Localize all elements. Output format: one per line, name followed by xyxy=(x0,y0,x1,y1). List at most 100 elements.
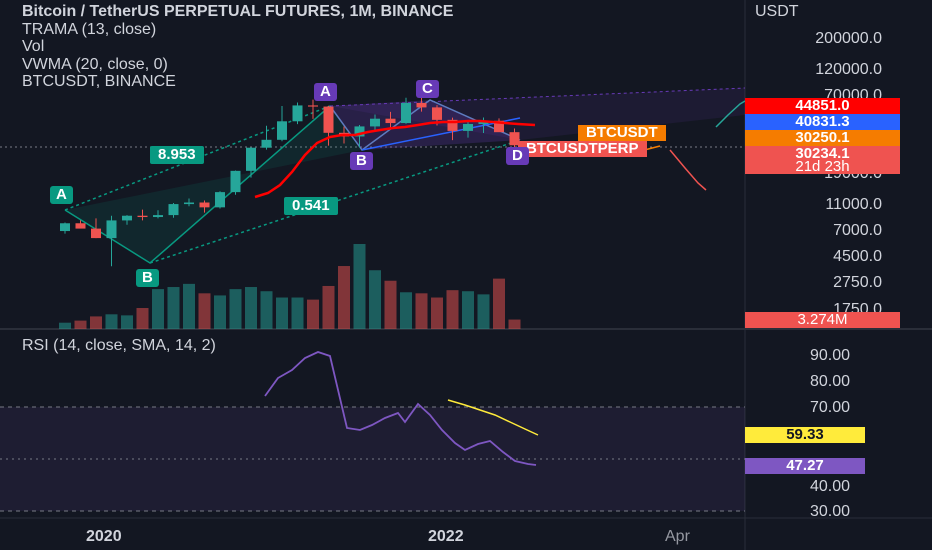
volume-bar xyxy=(276,297,288,329)
trama-line xyxy=(254,119,536,199)
price-tick: 120000.0 xyxy=(815,61,882,78)
volume-bar xyxy=(446,290,459,329)
candle-body xyxy=(401,102,411,124)
volume-bar xyxy=(462,291,474,329)
candle-body xyxy=(75,223,86,229)
price-tick: 4500.0 xyxy=(833,248,882,265)
candle-body xyxy=(184,202,194,205)
volume-bar xyxy=(508,319,521,329)
rsi-tick: 30.00 xyxy=(809,503,850,520)
candle-body xyxy=(277,121,287,140)
compare-symbol[interactable]: BTCUSDT, BINANCE xyxy=(22,73,176,90)
candle-body xyxy=(91,228,101,239)
volume-bar xyxy=(245,287,257,329)
candle-body xyxy=(447,119,458,131)
rsi-tick: 90.00 xyxy=(809,347,850,364)
candle-body xyxy=(432,107,442,120)
candle-series[interactable] xyxy=(60,95,520,267)
candle-body xyxy=(463,124,473,131)
price-tick: 7000.0 xyxy=(833,222,882,239)
volume-bar xyxy=(322,285,335,329)
volume-bar xyxy=(369,270,381,329)
volume-bar xyxy=(74,320,87,329)
volume-bar xyxy=(198,293,211,329)
candle-body xyxy=(106,220,117,239)
chart-legend: Bitcoin / TetherUS PERPETUAL FUTURES, 1M… xyxy=(22,3,742,91)
volume-bar xyxy=(353,244,366,329)
volume-bar xyxy=(493,278,505,329)
vwma-price-tag: 40831.3 xyxy=(745,114,900,130)
volume-bar xyxy=(431,297,443,329)
time-tick-apr: Apr xyxy=(665,528,690,545)
candle-body xyxy=(153,215,163,218)
pattern-xab-fill xyxy=(65,106,362,263)
trama-price-tag: 44851.0 xyxy=(745,98,900,114)
candle-body xyxy=(354,126,365,137)
candle-body xyxy=(416,102,427,108)
rsi-legend[interactable]: RSI (14, close, SMA, 14, 2) xyxy=(22,337,216,354)
candle-body xyxy=(385,118,396,124)
bar-countdown: 21d 23h xyxy=(745,159,900,174)
candle-body xyxy=(215,192,225,208)
volume-bar xyxy=(307,299,319,329)
volume-series xyxy=(59,244,521,329)
candle-body xyxy=(261,139,272,148)
price-tick: 200000.0 xyxy=(815,30,882,47)
pattern-point-a[interactable]: A xyxy=(314,83,337,101)
pattern-point-x[interactable]: A xyxy=(50,186,73,204)
symbol-title[interactable]: Bitcoin / TetherUS PERPETUAL FUTURES, 1M… xyxy=(22,3,454,20)
projection-teal-line xyxy=(715,100,746,128)
candle-body xyxy=(122,215,132,221)
candle-body xyxy=(137,215,148,218)
rsi-line xyxy=(264,351,537,466)
volume-bar xyxy=(214,295,226,329)
pattern-bcd-fill xyxy=(362,100,520,150)
rsi-tick: 40.00 xyxy=(809,478,850,495)
volume-bar xyxy=(121,315,133,329)
candle-body xyxy=(292,105,303,122)
volume-bar xyxy=(90,316,102,329)
volume-bar xyxy=(167,287,180,329)
candle-body xyxy=(323,106,334,133)
volume-bar xyxy=(477,294,490,329)
volume-bar xyxy=(183,283,195,329)
candle-body xyxy=(168,204,179,216)
volume-bar xyxy=(338,266,350,329)
volume-bar xyxy=(415,293,428,329)
rsi-sma-tag: 59.33 xyxy=(745,427,865,443)
indicator-volume[interactable]: Vol xyxy=(22,38,45,55)
pattern-point-b[interactable]: B xyxy=(350,152,373,170)
rsi-tick: 70.00 xyxy=(809,399,850,416)
candle-body xyxy=(246,147,256,171)
volume-bar xyxy=(152,289,164,329)
rsi-sma-line xyxy=(447,399,539,436)
volume-bar xyxy=(59,322,71,329)
volume-bar xyxy=(105,314,118,329)
projection-fill xyxy=(330,88,745,140)
rsi-value-tag: 47.27 xyxy=(745,458,865,474)
candle-body xyxy=(370,118,380,127)
last-price-tag: 30234.1 xyxy=(745,146,900,162)
ratio-abc[interactable]: 0.541 xyxy=(284,197,338,215)
volume-bar xyxy=(229,289,242,329)
ratio-xab[interactable]: 8.953 xyxy=(150,146,204,164)
candle-body xyxy=(230,170,241,193)
btcusdt-price-tag: 30250.1 xyxy=(745,130,900,146)
candle-body xyxy=(509,132,520,146)
pattern-point-c[interactable]: C xyxy=(416,80,439,98)
indicator-vwma[interactable]: VWMA (20, close, 0) xyxy=(22,55,168,73)
perp-symbol-tag: BTCUSDTPERP xyxy=(518,141,647,157)
indicator-trama[interactable]: TRAMA (13, close) xyxy=(22,20,157,38)
currency-label[interactable]: USDT xyxy=(755,3,799,20)
pattern-point-b1[interactable]: B xyxy=(136,269,159,287)
volume-bar xyxy=(400,292,412,329)
volume-bar xyxy=(384,280,397,329)
price-tick: 11000.0 xyxy=(825,196,882,213)
candle-body xyxy=(494,120,504,133)
price-tick: 2750.0 xyxy=(833,274,882,291)
pattern-point-d[interactable]: D xyxy=(506,147,529,165)
time-tick-2020: 2020 xyxy=(86,528,122,545)
volume-tag: 3.274M xyxy=(745,312,900,328)
candle-body xyxy=(308,105,318,107)
